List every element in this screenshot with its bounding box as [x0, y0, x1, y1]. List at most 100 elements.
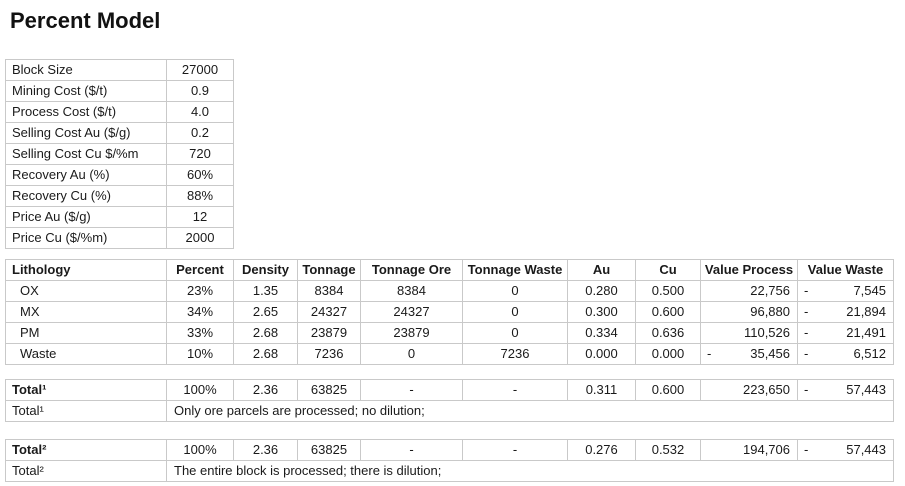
cell-total1-label[interactable]: Total¹: [5, 379, 167, 401]
param-value[interactable]: 2000: [166, 227, 234, 249]
cell-density[interactable]: 2.36: [233, 439, 298, 461]
cell-total2-note[interactable]: The entire block is processed; there is …: [166, 460, 894, 482]
cell-density[interactable]: 2.68: [233, 322, 298, 344]
cell-density[interactable]: 2.68: [233, 343, 298, 365]
param-label[interactable]: Price Au ($/g): [5, 206, 167, 228]
cell-value-process[interactable]: 223,650: [700, 379, 798, 401]
cell-au[interactable]: 0.276: [567, 439, 636, 461]
cell-value-waste[interactable]: - 7,545: [797, 280, 894, 302]
table-row: Price Au ($/g) 12: [5, 206, 234, 228]
cell-total1-note-label[interactable]: Total¹: [5, 400, 167, 422]
header-value-waste[interactable]: Value Waste: [797, 259, 894, 281]
cell-tonnage-ore[interactable]: 0: [360, 343, 463, 365]
cell-value-waste[interactable]: - 21,894: [797, 301, 894, 323]
cell-density[interactable]: 2.65: [233, 301, 298, 323]
cell-percent[interactable]: 10%: [166, 343, 234, 365]
cell-tonnage-waste[interactable]: 7236: [462, 343, 568, 365]
table-row: Process Cost ($/t) 4.0: [5, 101, 234, 123]
param-label[interactable]: Process Cost ($/t): [5, 101, 167, 123]
param-value[interactable]: 88%: [166, 185, 234, 207]
param-label[interactable]: Selling Cost Cu $/%m: [5, 143, 167, 165]
cell-percent[interactable]: 33%: [166, 322, 234, 344]
cell-au[interactable]: 0.300: [567, 301, 636, 323]
cell-lithology[interactable]: Waste: [5, 343, 167, 365]
cell-tonnage-waste[interactable]: -: [462, 379, 568, 401]
param-label[interactable]: Mining Cost ($/t): [5, 80, 167, 102]
cell-percent[interactable]: 100%: [166, 439, 234, 461]
cell-tonnage[interactable]: 24327: [297, 301, 361, 323]
header-tonnage-ore[interactable]: Tonnage Ore: [360, 259, 463, 281]
cell-lithology[interactable]: PM: [5, 322, 167, 344]
cell-tonnage-ore[interactable]: -: [360, 439, 463, 461]
cell-value-waste[interactable]: - 57,443: [797, 379, 894, 401]
header-lithology[interactable]: Lithology: [5, 259, 167, 281]
header-au[interactable]: Au: [567, 259, 636, 281]
cell-percent[interactable]: 34%: [166, 301, 234, 323]
cell-cu[interactable]: 0.636: [635, 322, 701, 344]
cell-tonnage[interactable]: 8384: [297, 280, 361, 302]
param-value[interactable]: 12: [166, 206, 234, 228]
header-density[interactable]: Density: [233, 259, 298, 281]
cell-lithology[interactable]: OX: [5, 280, 167, 302]
cell-tonnage[interactable]: 63825: [297, 439, 361, 461]
header-cu[interactable]: Cu: [635, 259, 701, 281]
param-label[interactable]: Recovery Au (%): [5, 164, 167, 186]
cell-tonnage-waste[interactable]: 0: [462, 322, 568, 344]
param-value[interactable]: 27000: [166, 59, 234, 81]
param-label[interactable]: Price Cu ($/%m): [5, 227, 167, 249]
table-row: OX 23% 1.35 8384 8384 0 0.280 0.500 22,7…: [5, 280, 894, 302]
param-value[interactable]: 60%: [166, 164, 234, 186]
table-row: Total² 100% 2.36 63825 - - 0.276 0.532 1…: [5, 439, 894, 461]
cell-tonnage-ore[interactable]: 23879: [360, 322, 463, 344]
param-value[interactable]: 0.9: [166, 80, 234, 102]
cell-tonnage[interactable]: 7236: [297, 343, 361, 365]
cell-value-process[interactable]: 22,756: [700, 280, 798, 302]
cell-tonnage-waste[interactable]: 0: [462, 280, 568, 302]
param-value[interactable]: 4.0: [166, 101, 234, 123]
cell-tonnage[interactable]: 23879: [297, 322, 361, 344]
cell-tonnage-waste[interactable]: 0: [462, 301, 568, 323]
header-tonnage-waste[interactable]: Tonnage Waste: [462, 259, 568, 281]
cell-number: 57,443: [846, 382, 886, 397]
cell-tonnage-waste[interactable]: -: [462, 439, 568, 461]
cell-cu[interactable]: 0.600: [635, 379, 701, 401]
cell-percent[interactable]: 23%: [166, 280, 234, 302]
param-label[interactable]: Block Size: [5, 59, 167, 81]
param-label[interactable]: Recovery Cu (%): [5, 185, 167, 207]
cell-cu[interactable]: 0.000: [635, 343, 701, 365]
cell-au[interactable]: 0.280: [567, 280, 636, 302]
cell-tonnage-ore[interactable]: 8384: [360, 280, 463, 302]
header-percent[interactable]: Percent: [166, 259, 234, 281]
cell-value-process[interactable]: 110,526: [700, 322, 798, 344]
cell-value-waste[interactable]: - 57,443: [797, 439, 894, 461]
cell-cu[interactable]: 0.600: [635, 301, 701, 323]
cell-au[interactable]: 0.000: [567, 343, 636, 365]
cell-density[interactable]: 2.36: [233, 379, 298, 401]
cell-cu[interactable]: 0.532: [635, 439, 701, 461]
cell-value-process[interactable]: - 35,456: [700, 343, 798, 365]
cell-value-waste[interactable]: - 21,491: [797, 322, 894, 344]
cell-total2-note-label[interactable]: Total²: [5, 460, 167, 482]
cell-lithology[interactable]: MX: [5, 301, 167, 323]
cell-tonnage-ore[interactable]: 24327: [360, 301, 463, 323]
cell-au[interactable]: 0.311: [567, 379, 636, 401]
cell-value-process[interactable]: 194,706: [700, 439, 798, 461]
cell-tonnage[interactable]: 63825: [297, 379, 361, 401]
negative-sign: -: [804, 346, 809, 361]
cell-number: 6,512: [853, 346, 886, 361]
header-value-process[interactable]: Value Process: [700, 259, 798, 281]
cell-value-process[interactable]: 96,880: [700, 301, 798, 323]
header-tonnage[interactable]: Tonnage: [297, 259, 361, 281]
cell-tonnage-ore[interactable]: -: [360, 379, 463, 401]
cell-total2-label[interactable]: Total²: [5, 439, 167, 461]
cell-cu[interactable]: 0.500: [635, 280, 701, 302]
cell-total1-note[interactable]: Only ore parcels are processed; no dilut…: [166, 400, 894, 422]
cell-density[interactable]: 1.35: [233, 280, 298, 302]
param-value[interactable]: 720: [166, 143, 234, 165]
param-value[interactable]: 0.2: [166, 122, 234, 144]
cell-percent[interactable]: 100%: [166, 379, 234, 401]
param-label[interactable]: Selling Cost Au ($/g): [5, 122, 167, 144]
cell-au[interactable]: 0.334: [567, 322, 636, 344]
cell-value-waste[interactable]: - 6,512: [797, 343, 894, 365]
lithology-table: Lithology Percent Density Tonnage Tonnag…: [5, 259, 894, 365]
